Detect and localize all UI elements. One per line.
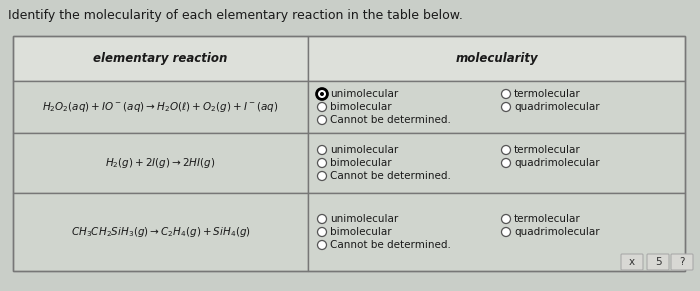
Text: quadrimolecular: quadrimolecular [514, 102, 600, 112]
Circle shape [318, 171, 326, 180]
Text: termolecular: termolecular [514, 145, 581, 155]
Text: $H_2(g) + 2I(g) \rightarrow 2HI(g)$: $H_2(g) + 2I(g) \rightarrow 2HI(g)$ [105, 156, 216, 170]
Text: molecularity: molecularity [455, 52, 538, 65]
Circle shape [318, 90, 326, 98]
Circle shape [318, 146, 326, 155]
Text: x: x [629, 257, 635, 267]
Text: bimolecular: bimolecular [330, 158, 391, 168]
Bar [308, 193, 685, 271]
Circle shape [318, 228, 326, 237]
Bar [13, 36, 685, 271]
Text: ?: ? [679, 257, 685, 267]
Bar [13, 36, 308, 81]
Circle shape [318, 116, 326, 125]
Text: unimolecular: unimolecular [330, 89, 398, 99]
Circle shape [318, 240, 326, 249]
Text: termolecular: termolecular [514, 214, 581, 224]
Text: Identify the molecularity of each elementary reaction in the table below.: Identify the molecularity of each elemen… [8, 9, 463, 22]
Bar [13, 81, 308, 133]
Bar [13, 133, 308, 193]
Bar [308, 133, 685, 193]
Circle shape [316, 88, 328, 100]
Text: quadrimolecular: quadrimolecular [514, 158, 600, 168]
Text: termolecular: termolecular [514, 89, 581, 99]
Text: unimolecular: unimolecular [330, 145, 398, 155]
Text: quadrimolecular: quadrimolecular [514, 227, 600, 237]
Circle shape [501, 228, 510, 237]
Bar [13, 193, 308, 271]
Circle shape [318, 159, 326, 168]
Text: $H_2O_2(aq) + IO^-(aq) \rightarrow H_2O(\ell) + O_2(g) + I^-(aq)$: $H_2O_2(aq) + IO^-(aq) \rightarrow H_2O(… [43, 100, 279, 114]
Circle shape [501, 90, 510, 98]
Text: Cannot be determined.: Cannot be determined. [330, 115, 451, 125]
Bar [308, 81, 685, 133]
Bar [308, 36, 685, 81]
FancyBboxPatch shape [671, 254, 693, 270]
Text: Cannot be determined.: Cannot be determined. [330, 240, 451, 250]
Text: unimolecular: unimolecular [330, 214, 398, 224]
Circle shape [501, 214, 510, 223]
Circle shape [318, 214, 326, 223]
Circle shape [501, 102, 510, 111]
Circle shape [320, 92, 324, 96]
Text: 5: 5 [654, 257, 661, 267]
FancyBboxPatch shape [621, 254, 643, 270]
Text: $CH_3CH_2SiH_3(g) \rightarrow C_2H_4(g) + SiH_4(g)$: $CH_3CH_2SiH_3(g) \rightarrow C_2H_4(g) … [71, 225, 251, 239]
FancyBboxPatch shape [647, 254, 669, 270]
Circle shape [501, 146, 510, 155]
Circle shape [501, 159, 510, 168]
Circle shape [318, 102, 326, 111]
Text: elementary reaction: elementary reaction [93, 52, 228, 65]
Text: bimolecular: bimolecular [330, 227, 391, 237]
Text: bimolecular: bimolecular [330, 102, 391, 112]
Text: Cannot be determined.: Cannot be determined. [330, 171, 451, 181]
